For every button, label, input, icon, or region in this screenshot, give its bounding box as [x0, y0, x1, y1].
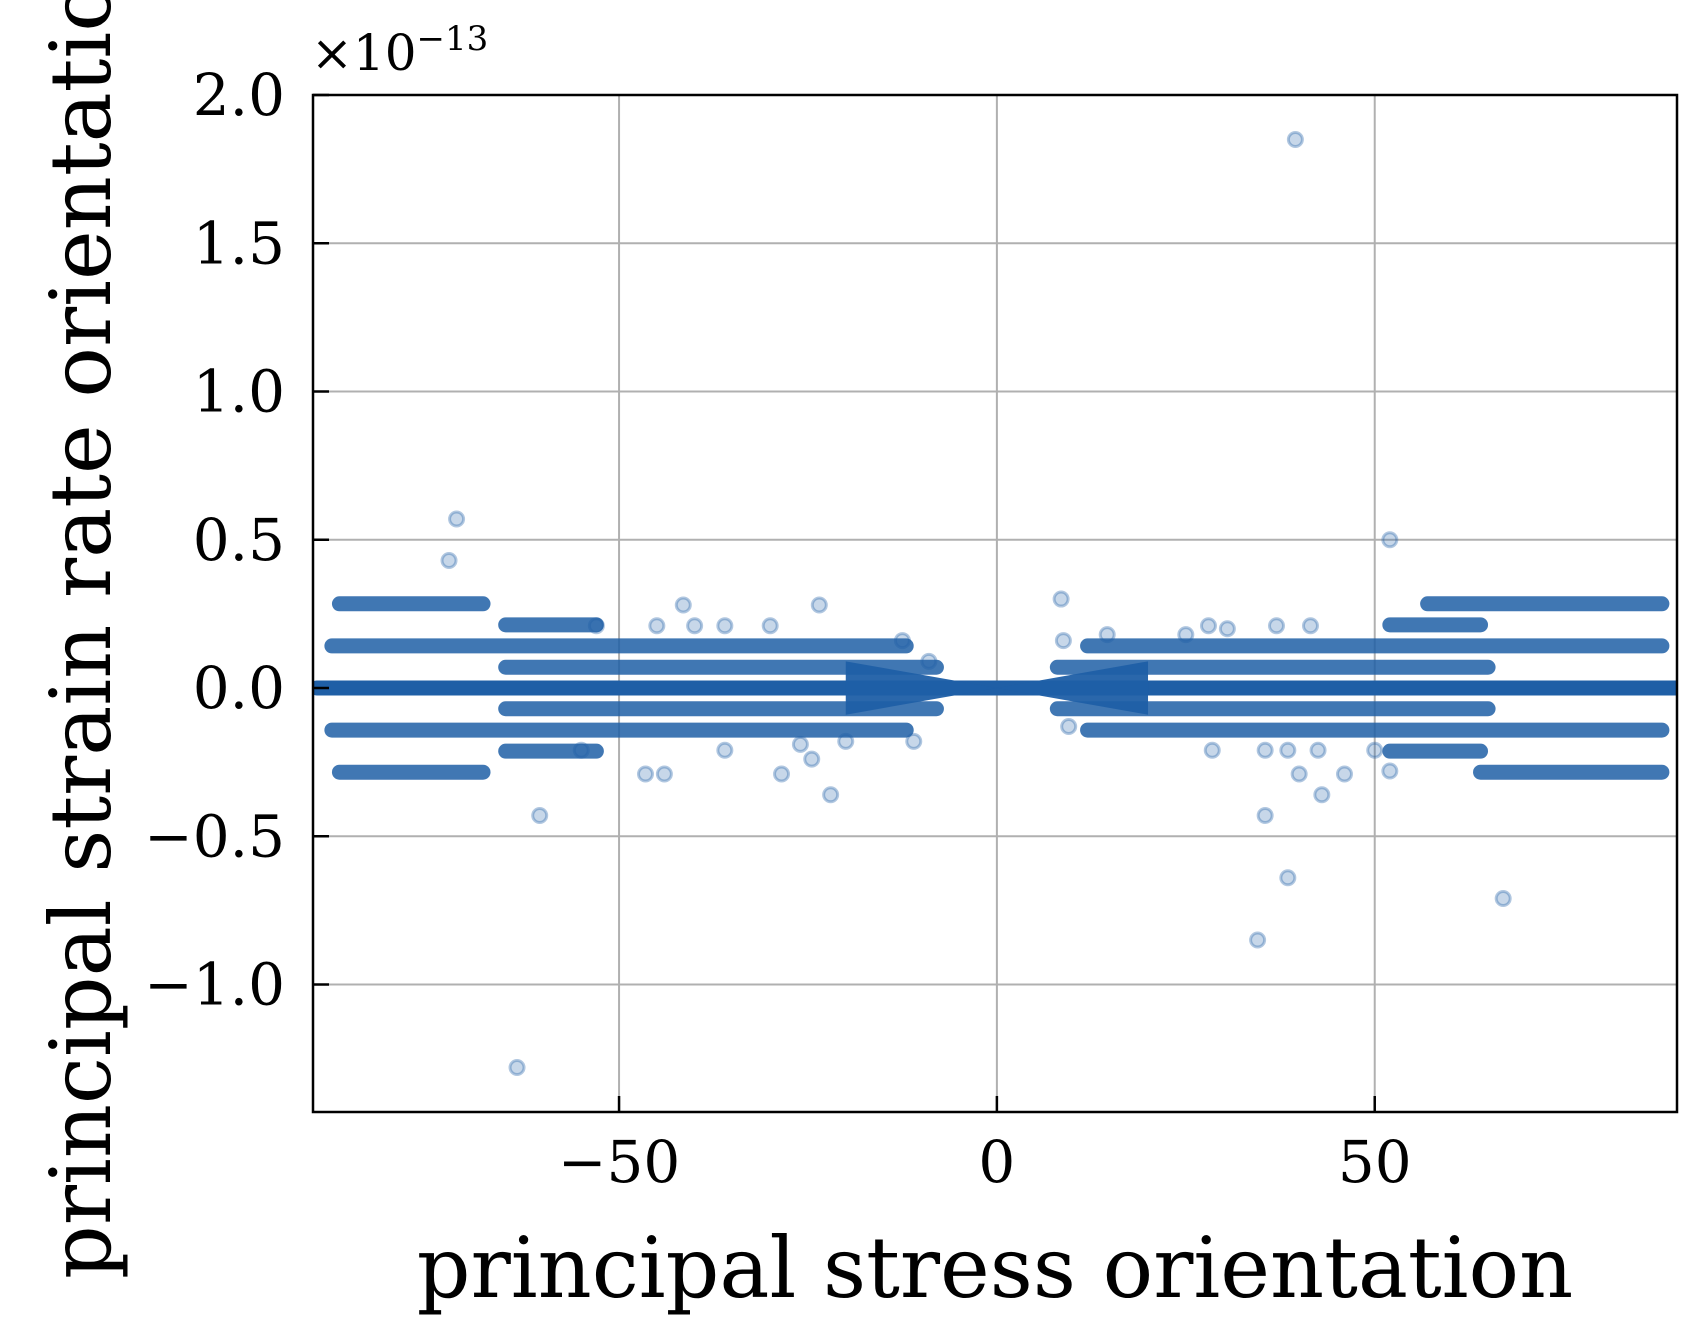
dense-band [331, 596, 491, 612]
dense-band [498, 617, 604, 633]
scatter-point [1256, 806, 1274, 824]
scatter-point [448, 510, 466, 528]
scatter-point [655, 765, 673, 783]
x-axis-title: principal stress orientation [417, 1219, 1573, 1317]
axis-ticks [313, 93, 1376, 1112]
dense-band [1049, 659, 1496, 675]
y-offset-label: ×10−13 [311, 19, 488, 82]
scatter-point [1052, 590, 1070, 608]
scatter-point [905, 732, 923, 750]
scatter-point [1279, 869, 1297, 887]
scatter-point [1336, 765, 1354, 783]
y-axis-title: principal strain rate orientation [32, 0, 130, 1279]
scatter-point [440, 552, 458, 570]
scatter-point [572, 741, 590, 759]
dense-band [331, 764, 491, 780]
scatter-point [837, 732, 855, 750]
y-tick-label: 1.0 [193, 358, 285, 426]
scatter-point [1286, 130, 1304, 148]
scatter-point [791, 735, 809, 753]
dense-band [1382, 617, 1489, 633]
x-tick-label: −50 [558, 1128, 680, 1196]
dense-band [1080, 638, 1670, 654]
scatter-point [1256, 741, 1274, 759]
scatter-point [1203, 741, 1221, 759]
scatter-point [1381, 762, 1399, 780]
scatter-point [674, 596, 692, 614]
y-offset-exponent: −13 [417, 19, 489, 59]
scatter-point [1366, 741, 1384, 759]
y-tick-label: 1.5 [193, 209, 285, 277]
scatter-point [1381, 531, 1399, 549]
y-tick-label: 0.5 [193, 506, 285, 574]
scatter-point [920, 652, 938, 670]
scatter-point [636, 765, 654, 783]
scatter-point [587, 617, 605, 635]
scatter-point [761, 617, 779, 635]
dense-band [498, 743, 604, 759]
scatter-point [508, 1059, 526, 1077]
scatter-point [531, 806, 549, 824]
scatter-point [803, 750, 821, 768]
y-tick-label: 0.0 [193, 654, 285, 722]
scatter-point [893, 632, 911, 650]
dense-band [1473, 764, 1670, 780]
dense-wedge [845, 661, 1149, 715]
scatter-point [716, 617, 734, 635]
dense-band [324, 722, 914, 738]
scatter-point [1313, 786, 1331, 804]
scatter-point [686, 617, 704, 635]
data-points [313, 130, 1677, 1077]
y-tick-label: −0.5 [144, 802, 285, 870]
scatter-point [1177, 626, 1195, 644]
scatter-point [1301, 617, 1319, 635]
y-offset-base: ×10 [311, 24, 417, 82]
dense-band [1382, 743, 1489, 759]
tick-labels: −50 0 50 −1.0 −0.5 0.0 0.5 1.0 1.5 2.0 [144, 61, 1411, 1196]
scatter-point [773, 765, 791, 783]
x-tick-label: 50 [1338, 1128, 1412, 1196]
scatter-point [1054, 632, 1072, 650]
plot-frame [311, 93, 1679, 1114]
scatter-point [1290, 765, 1308, 783]
dense-band [498, 659, 944, 675]
scatter-point [648, 617, 666, 635]
dense-band [1080, 722, 1670, 738]
dense-band [324, 638, 914, 654]
scatter-point [1309, 741, 1327, 759]
scatter-point [1199, 617, 1217, 635]
scatter-point [810, 596, 828, 614]
y-tick-label: 2.0 [193, 61, 285, 129]
scatter-point [1218, 620, 1236, 638]
dense-band [1420, 596, 1670, 612]
scatter-point [1279, 741, 1297, 759]
dense-band [1049, 701, 1496, 717]
scatter-point [1494, 890, 1512, 908]
scatter-point [1249, 931, 1267, 949]
y-tick-label: −1.0 [144, 951, 285, 1019]
scatter-point [1060, 718, 1078, 736]
scatter-point [1267, 617, 1285, 635]
dense-band [498, 701, 944, 717]
scatter-point [1098, 626, 1116, 644]
scatter-point [716, 741, 734, 759]
scatter-point [822, 786, 840, 804]
x-tick-label: 0 [978, 1128, 1015, 1196]
